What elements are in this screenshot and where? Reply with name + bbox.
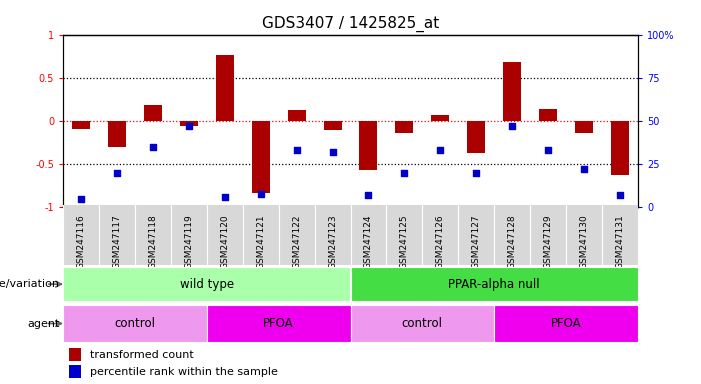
Point [255,190,266,197]
Text: GSM247122: GSM247122 [292,214,301,269]
Point [435,147,446,154]
Bar [350,305,494,342]
Text: PPAR-alpha null: PPAR-alpha null [449,278,540,291]
Bar [72,121,90,129]
Text: PFOA: PFOA [264,317,294,330]
Point [578,166,590,172]
Text: GSM247120: GSM247120 [220,214,229,269]
Text: GSM247116: GSM247116 [76,214,86,269]
Text: agent: agent [27,318,60,329]
Text: GSM247118: GSM247118 [149,214,158,269]
Bar [360,121,377,170]
Bar [611,121,629,175]
Point [111,170,123,176]
Bar [63,267,350,301]
Bar [69,348,81,361]
Bar [539,109,557,121]
Text: GSM247121: GSM247121 [256,214,265,269]
Text: GSM247125: GSM247125 [400,214,409,269]
Point [183,123,194,129]
Bar [431,115,449,121]
Bar [468,121,485,153]
Bar [252,121,270,193]
Point [363,192,374,199]
Bar [63,305,207,342]
Point [291,147,302,154]
Text: GSM247126: GSM247126 [436,214,445,269]
Point [543,147,554,154]
Bar [494,305,638,342]
Bar [395,121,414,133]
Text: GSM247119: GSM247119 [184,214,193,269]
Bar [575,121,593,133]
Point [470,170,482,176]
Point [507,123,518,129]
Bar [503,62,521,121]
Text: control: control [114,317,156,330]
Text: genotype/variation: genotype/variation [0,279,60,289]
Bar [180,121,198,126]
Point [76,196,87,202]
Title: GDS3407 / 1425825_at: GDS3407 / 1425825_at [262,16,439,32]
Point [219,194,231,200]
Bar [350,267,638,301]
Point [147,144,158,150]
Bar [216,55,233,121]
Text: GSM247127: GSM247127 [472,214,481,269]
Bar [287,110,306,121]
Bar [69,365,81,379]
Text: transformed count: transformed count [90,349,193,359]
Text: GSM247131: GSM247131 [615,214,625,269]
Point [399,170,410,176]
Text: GSM247117: GSM247117 [112,214,121,269]
Text: PFOA: PFOA [551,317,581,330]
Text: GSM247128: GSM247128 [508,214,517,269]
Text: GSM247124: GSM247124 [364,214,373,269]
Bar [108,121,126,147]
Text: control: control [402,317,443,330]
Point [327,149,338,155]
Text: wild type: wild type [179,278,234,291]
Text: GSM247129: GSM247129 [543,214,552,269]
Bar [324,121,341,130]
Bar [144,104,162,121]
Text: percentile rank within the sample: percentile rank within the sample [90,367,278,377]
Text: GSM247130: GSM247130 [580,214,589,269]
Bar [207,305,350,342]
Text: GSM247123: GSM247123 [328,214,337,269]
Point [614,192,625,199]
